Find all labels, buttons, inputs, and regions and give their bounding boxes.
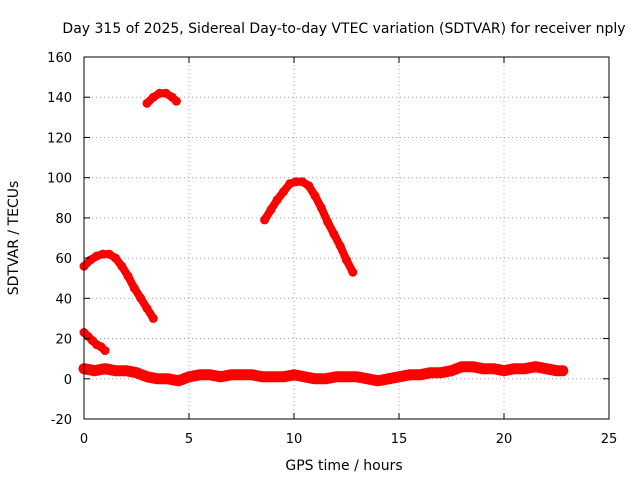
data-point <box>310 374 320 384</box>
data-point <box>405 370 414 380</box>
data-point <box>258 372 267 382</box>
data-point <box>216 372 225 382</box>
data-point <box>142 98 152 108</box>
data-point <box>163 374 173 384</box>
data-point <box>142 303 152 313</box>
data-point <box>510 364 519 374</box>
data-point <box>184 372 194 382</box>
data-point <box>352 372 362 382</box>
data-point <box>310 191 320 201</box>
data-point <box>304 181 314 191</box>
data-point <box>348 267 358 277</box>
x-tick-label: 20 <box>496 432 513 447</box>
data-point <box>321 374 330 384</box>
y-tick-label: 160 <box>47 51 72 66</box>
data-point <box>363 374 372 384</box>
data-point <box>329 229 339 239</box>
y-axis-label: SDTVAR / TECUs <box>6 181 22 296</box>
data-point <box>520 364 530 374</box>
y-tick-label: 80 <box>55 212 72 227</box>
data-point <box>111 253 120 263</box>
data-point <box>195 370 204 380</box>
data-point <box>90 366 99 376</box>
data-point <box>541 364 551 374</box>
data-point <box>279 372 288 382</box>
x-tick-label: 0 <box>80 432 88 447</box>
data-point <box>552 366 561 376</box>
data-point <box>478 364 488 374</box>
data-point <box>266 205 276 215</box>
data-point <box>279 187 288 197</box>
data-point <box>394 372 404 382</box>
data-point <box>153 374 162 384</box>
data-point <box>237 370 246 380</box>
data-point <box>155 88 165 98</box>
data-point <box>247 370 257 380</box>
data-point <box>331 372 341 382</box>
data-point <box>132 368 141 378</box>
x-tick-label: 25 <box>601 432 618 447</box>
x-tick-label: 5 <box>185 432 193 447</box>
data-point <box>100 364 110 374</box>
data-point <box>205 370 215 380</box>
data-point <box>300 372 309 382</box>
data-point <box>436 368 446 378</box>
data-point <box>558 366 568 376</box>
data-point <box>123 271 133 281</box>
series-arc-4 <box>260 177 357 277</box>
y-tick-label: 140 <box>47 91 72 106</box>
y-tick-label: 0 <box>64 373 72 388</box>
data-point <box>100 346 110 356</box>
data-point <box>272 195 282 205</box>
y-tick-label: 40 <box>55 292 72 307</box>
data-point <box>384 374 393 384</box>
x-tick-label: 15 <box>391 432 408 447</box>
data-point <box>489 364 498 374</box>
data-point <box>111 366 120 376</box>
data-series-group <box>78 88 569 387</box>
data-point <box>415 370 425 380</box>
data-point <box>426 368 435 378</box>
data-point <box>121 366 131 376</box>
data-point <box>323 217 333 227</box>
data-point <box>136 293 146 303</box>
x-axis-label: GPS time / hours <box>285 458 402 474</box>
data-point <box>316 203 326 213</box>
data-point <box>174 376 183 386</box>
data-point <box>289 370 299 380</box>
data-point <box>260 215 270 225</box>
data-point <box>468 362 477 372</box>
data-point <box>148 313 158 323</box>
chart-title: Day 315 of 2025, Sidereal Day-to-day VTE… <box>62 21 625 37</box>
data-point <box>142 372 152 382</box>
data-point <box>129 283 139 293</box>
x-tick-label: 10 <box>286 432 303 447</box>
data-point <box>268 372 278 382</box>
data-point <box>117 261 127 271</box>
data-point <box>531 362 540 372</box>
axis-ticks: 0 5 10 15 20 25 -20 0 20 40 60 80 100 120 140 160 <box>47 51 617 447</box>
y-tick-label: -20 <box>51 413 72 428</box>
y-tick-label: 60 <box>55 252 72 267</box>
data-point <box>291 177 301 187</box>
plot-frame <box>83 56 610 420</box>
data-point <box>342 372 351 382</box>
data-point <box>447 366 456 376</box>
data-point <box>373 376 383 386</box>
y-tick-label: 120 <box>47 131 72 146</box>
data-point <box>457 362 467 372</box>
data-point <box>499 366 509 376</box>
y-tick-label: 100 <box>47 172 72 187</box>
data-point <box>335 241 345 251</box>
data-point <box>342 255 351 265</box>
data-point <box>98 249 108 259</box>
data-point <box>226 370 236 380</box>
y-tick-label: 20 <box>55 333 72 348</box>
data-point <box>171 96 181 106</box>
grid-lines <box>84 57 609 419</box>
